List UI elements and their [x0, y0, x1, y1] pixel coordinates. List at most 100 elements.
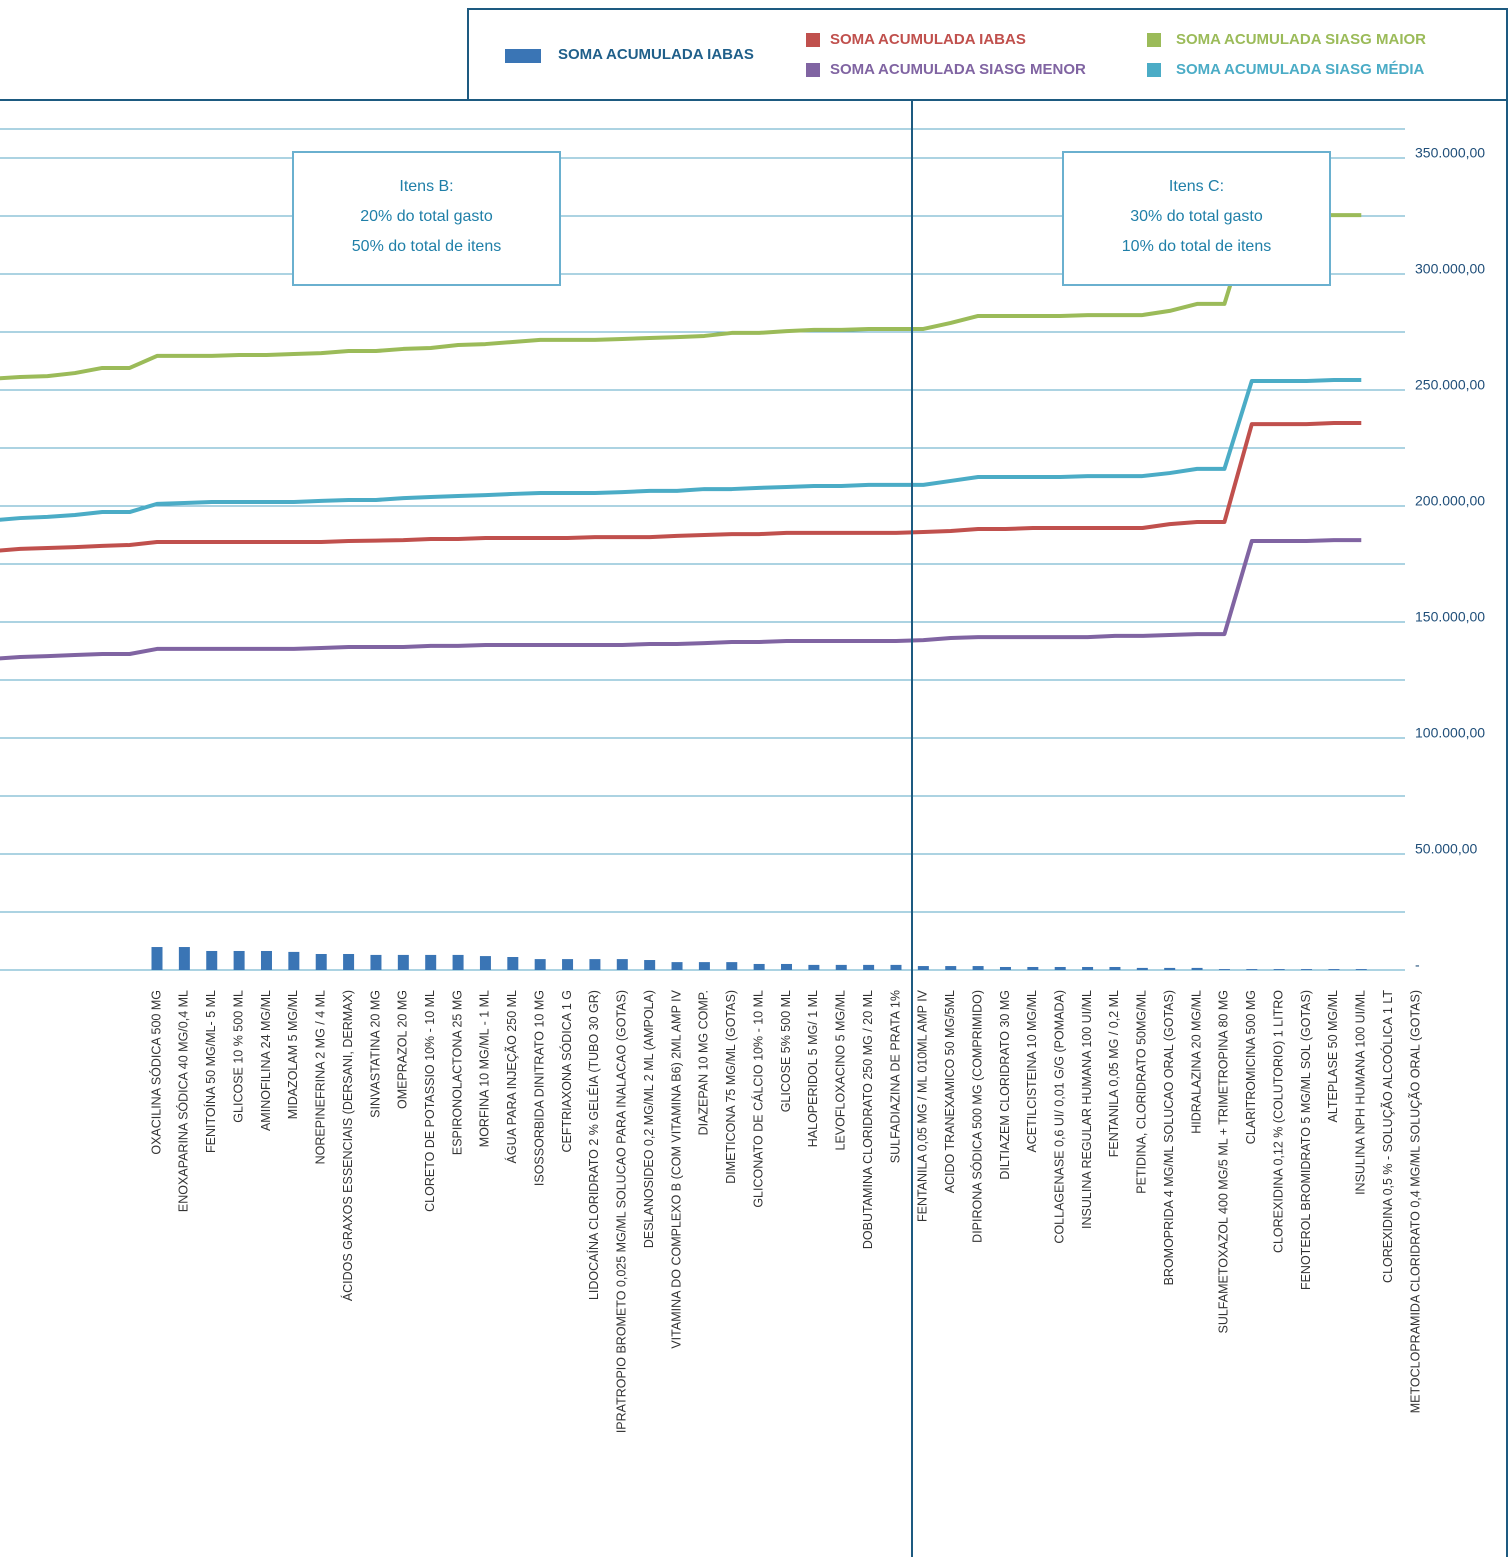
x-tick-label: HIDRALAZINA 20 MG/ML	[1189, 990, 1203, 1134]
annotation-text: 20% do total gasto	[360, 208, 493, 225]
bar	[1054, 966, 1066, 970]
bar	[1027, 966, 1039, 970]
x-tick-label: DILTIAZEM CLORIDRATO 30 MG	[998, 990, 1012, 1180]
x-tick-label: AMINOFILINA 24 MG/ML	[259, 990, 273, 1131]
x-tick-label: IPRATROPIO BROMETO 0,025 MG/ML SOLUCAO P…	[615, 990, 629, 1433]
bar	[452, 954, 464, 970]
y-tick-label: 350.000,00	[1415, 145, 1485, 161]
bar	[233, 950, 245, 970]
bar	[1246, 969, 1258, 970]
y-tick-label: 50.000,00	[1415, 841, 1477, 857]
x-tick-label: CLOREXIDINA 0,12 % (COLUTORIO) 1 LITRO	[1271, 990, 1285, 1253]
bar	[206, 950, 218, 970]
bar	[479, 956, 491, 970]
x-tick-label: OMEPRAZOL 20 MG	[396, 990, 410, 1109]
y-tick-label: 250.000,00	[1415, 377, 1485, 393]
legend-swatch	[1147, 33, 1161, 47]
legend-label: SOMA ACUMULADA SIASG MÉDIA	[1176, 61, 1424, 78]
x-tick-label: ESPIRONOLACTONA 25 MG	[450, 990, 464, 1155]
legend-box	[467, 8, 1508, 101]
bar	[151, 947, 163, 970]
x-tick-label: GLICONATO DE CÁLCIO 10% - 10 ML	[750, 990, 765, 1208]
x-tick-label: COLLAGENASE 0,6 UI/ 0,01 G/G (POMADA)	[1053, 990, 1067, 1244]
annotation-text: 50% do total de itens	[352, 238, 501, 255]
legend-swatch	[505, 49, 541, 63]
legend-label: SOMA ACUMULADA IABAS	[558, 46, 754, 63]
x-tick-label: CLORETO DE POTASSIO 10% - 10 ML	[423, 990, 437, 1212]
annotation-text: Itens B:	[399, 178, 453, 195]
annotation-text: 10% do total de itens	[1122, 238, 1271, 255]
x-tick-label: NOREPINEFRINA 2 MG / 4 ML	[314, 990, 328, 1164]
x-tick-label: ENOXAPARINA SÓDICA 40 MG/0,4 ML	[176, 990, 191, 1212]
bar	[808, 964, 820, 970]
line	[0, 420, 1362, 553]
bar	[835, 964, 847, 970]
bar	[972, 966, 984, 970]
x-tick-label: SULFADIAZINA DE PRATA 1%	[888, 990, 902, 1163]
annotation-box	[1062, 151, 1331, 286]
bar	[616, 959, 628, 970]
bar	[425, 954, 437, 970]
legend-label: SOMA ACUMULADA SIASG MENOR	[830, 61, 1086, 78]
x-tick-label: SULFAMETOXAZOL 400 MG/5 ML + TRIMETROPIN…	[1217, 990, 1231, 1334]
x-tick-label: HALOPERIDOL 5 MG/ 1 ML	[806, 990, 820, 1147]
bar	[1355, 969, 1367, 970]
bar	[288, 951, 300, 970]
legend-label: SOMA ACUMULADA SIASG MAIOR	[1176, 31, 1426, 48]
bar	[370, 954, 382, 970]
bar	[343, 953, 355, 970]
legend-swatch	[806, 63, 820, 77]
x-tick-label: LEVOFLOXACINO 5 MG/ML	[834, 990, 848, 1151]
annotation-box	[292, 151, 561, 286]
annotation-text: 30% do total gasto	[1130, 208, 1263, 225]
x-tick-label: DIAZEPAN 10 MG COMP.	[697, 990, 711, 1135]
bar	[753, 963, 765, 970]
bar	[1109, 966, 1121, 970]
bar	[1191, 967, 1203, 970]
x-tick-label: FENITOÍNA 50 MG/ML- 5 ML	[203, 990, 218, 1153]
x-tick-label: GLICOSE 10 % 500 ML	[231, 990, 245, 1123]
bar	[507, 957, 519, 970]
x-tick-label: CLOREXIDINA 0,5 % - SOLUÇÃO ALCOÓLICA 1 …	[1380, 990, 1395, 1283]
bar	[890, 964, 902, 970]
bar	[726, 962, 738, 970]
legend-label: SOMA ACUMULADA IABAS	[830, 31, 1026, 48]
x-tick-label: INSULINA NPH HUMANA 100 UI/ML	[1354, 990, 1368, 1195]
x-tick-label: LIDOCAÍNA CLORIDRATO 2 % GELÉIA (TUBO 30…	[586, 990, 601, 1300]
x-tick-label: DIMETICONA 75 MG/ML (GOTAS)	[724, 990, 738, 1184]
bar	[1164, 967, 1176, 970]
bar	[644, 960, 656, 970]
x-tick-label: MORFINA 10 MG/ML - 1 ML	[478, 990, 492, 1147]
bar	[534, 959, 546, 970]
x-tick-label: FENOTEROL BROMIDRATO 5 MG/ML SOL (GOTAS)	[1299, 990, 1313, 1290]
bar	[781, 963, 793, 970]
bar	[1218, 969, 1230, 970]
x-tick-label: DESLANOSIDEO 0,2 MG/ML 2 ML (AMPOLA)	[642, 990, 656, 1248]
x-tick-label: DIPIRONA SÓDICA 500 MG (COMPRIMIDO)	[969, 990, 984, 1243]
y-tick-label: 300.000,00	[1415, 261, 1485, 277]
bar	[698, 962, 710, 970]
bar	[260, 950, 272, 970]
x-tick-label: ACETILCISTEINA 10 MG/ML	[1025, 990, 1039, 1153]
y-tick-label: 100.000,00	[1415, 725, 1485, 741]
line	[0, 378, 1362, 522]
bar	[945, 966, 957, 970]
line	[0, 213, 1362, 381]
bar	[863, 964, 875, 970]
bar	[671, 962, 683, 970]
annotation-text: Itens C:	[1169, 178, 1224, 195]
x-tick-label: SINVASTATINA 20 MG	[368, 990, 382, 1118]
x-tick-label: DOBUTAMINA CLORIDRATO 250 MG / 20 ML	[861, 990, 875, 1249]
x-tick-label: ÁGUA PARA INJEÇÃO 250 ML	[504, 990, 519, 1163]
bar	[1136, 967, 1148, 970]
x-tick-label: OXACILINA SÓDICA 500 MG	[148, 990, 163, 1155]
x-tick-label: VITAMINA DO COMPLEXO B (COM VITAMINA B6)…	[669, 989, 683, 1348]
x-tick-label: ISOSSORBIDA DINITRATO 10 MG	[532, 990, 546, 1186]
y-tick-label: -	[1415, 957, 1420, 973]
bar	[999, 966, 1011, 970]
y-tick-label: 150.000,00	[1415, 609, 1485, 625]
x-tick-label: INSULINA REGULAR HUMANA 100 UI/ML	[1080, 990, 1094, 1229]
bar	[315, 953, 327, 970]
bar	[1328, 969, 1340, 970]
